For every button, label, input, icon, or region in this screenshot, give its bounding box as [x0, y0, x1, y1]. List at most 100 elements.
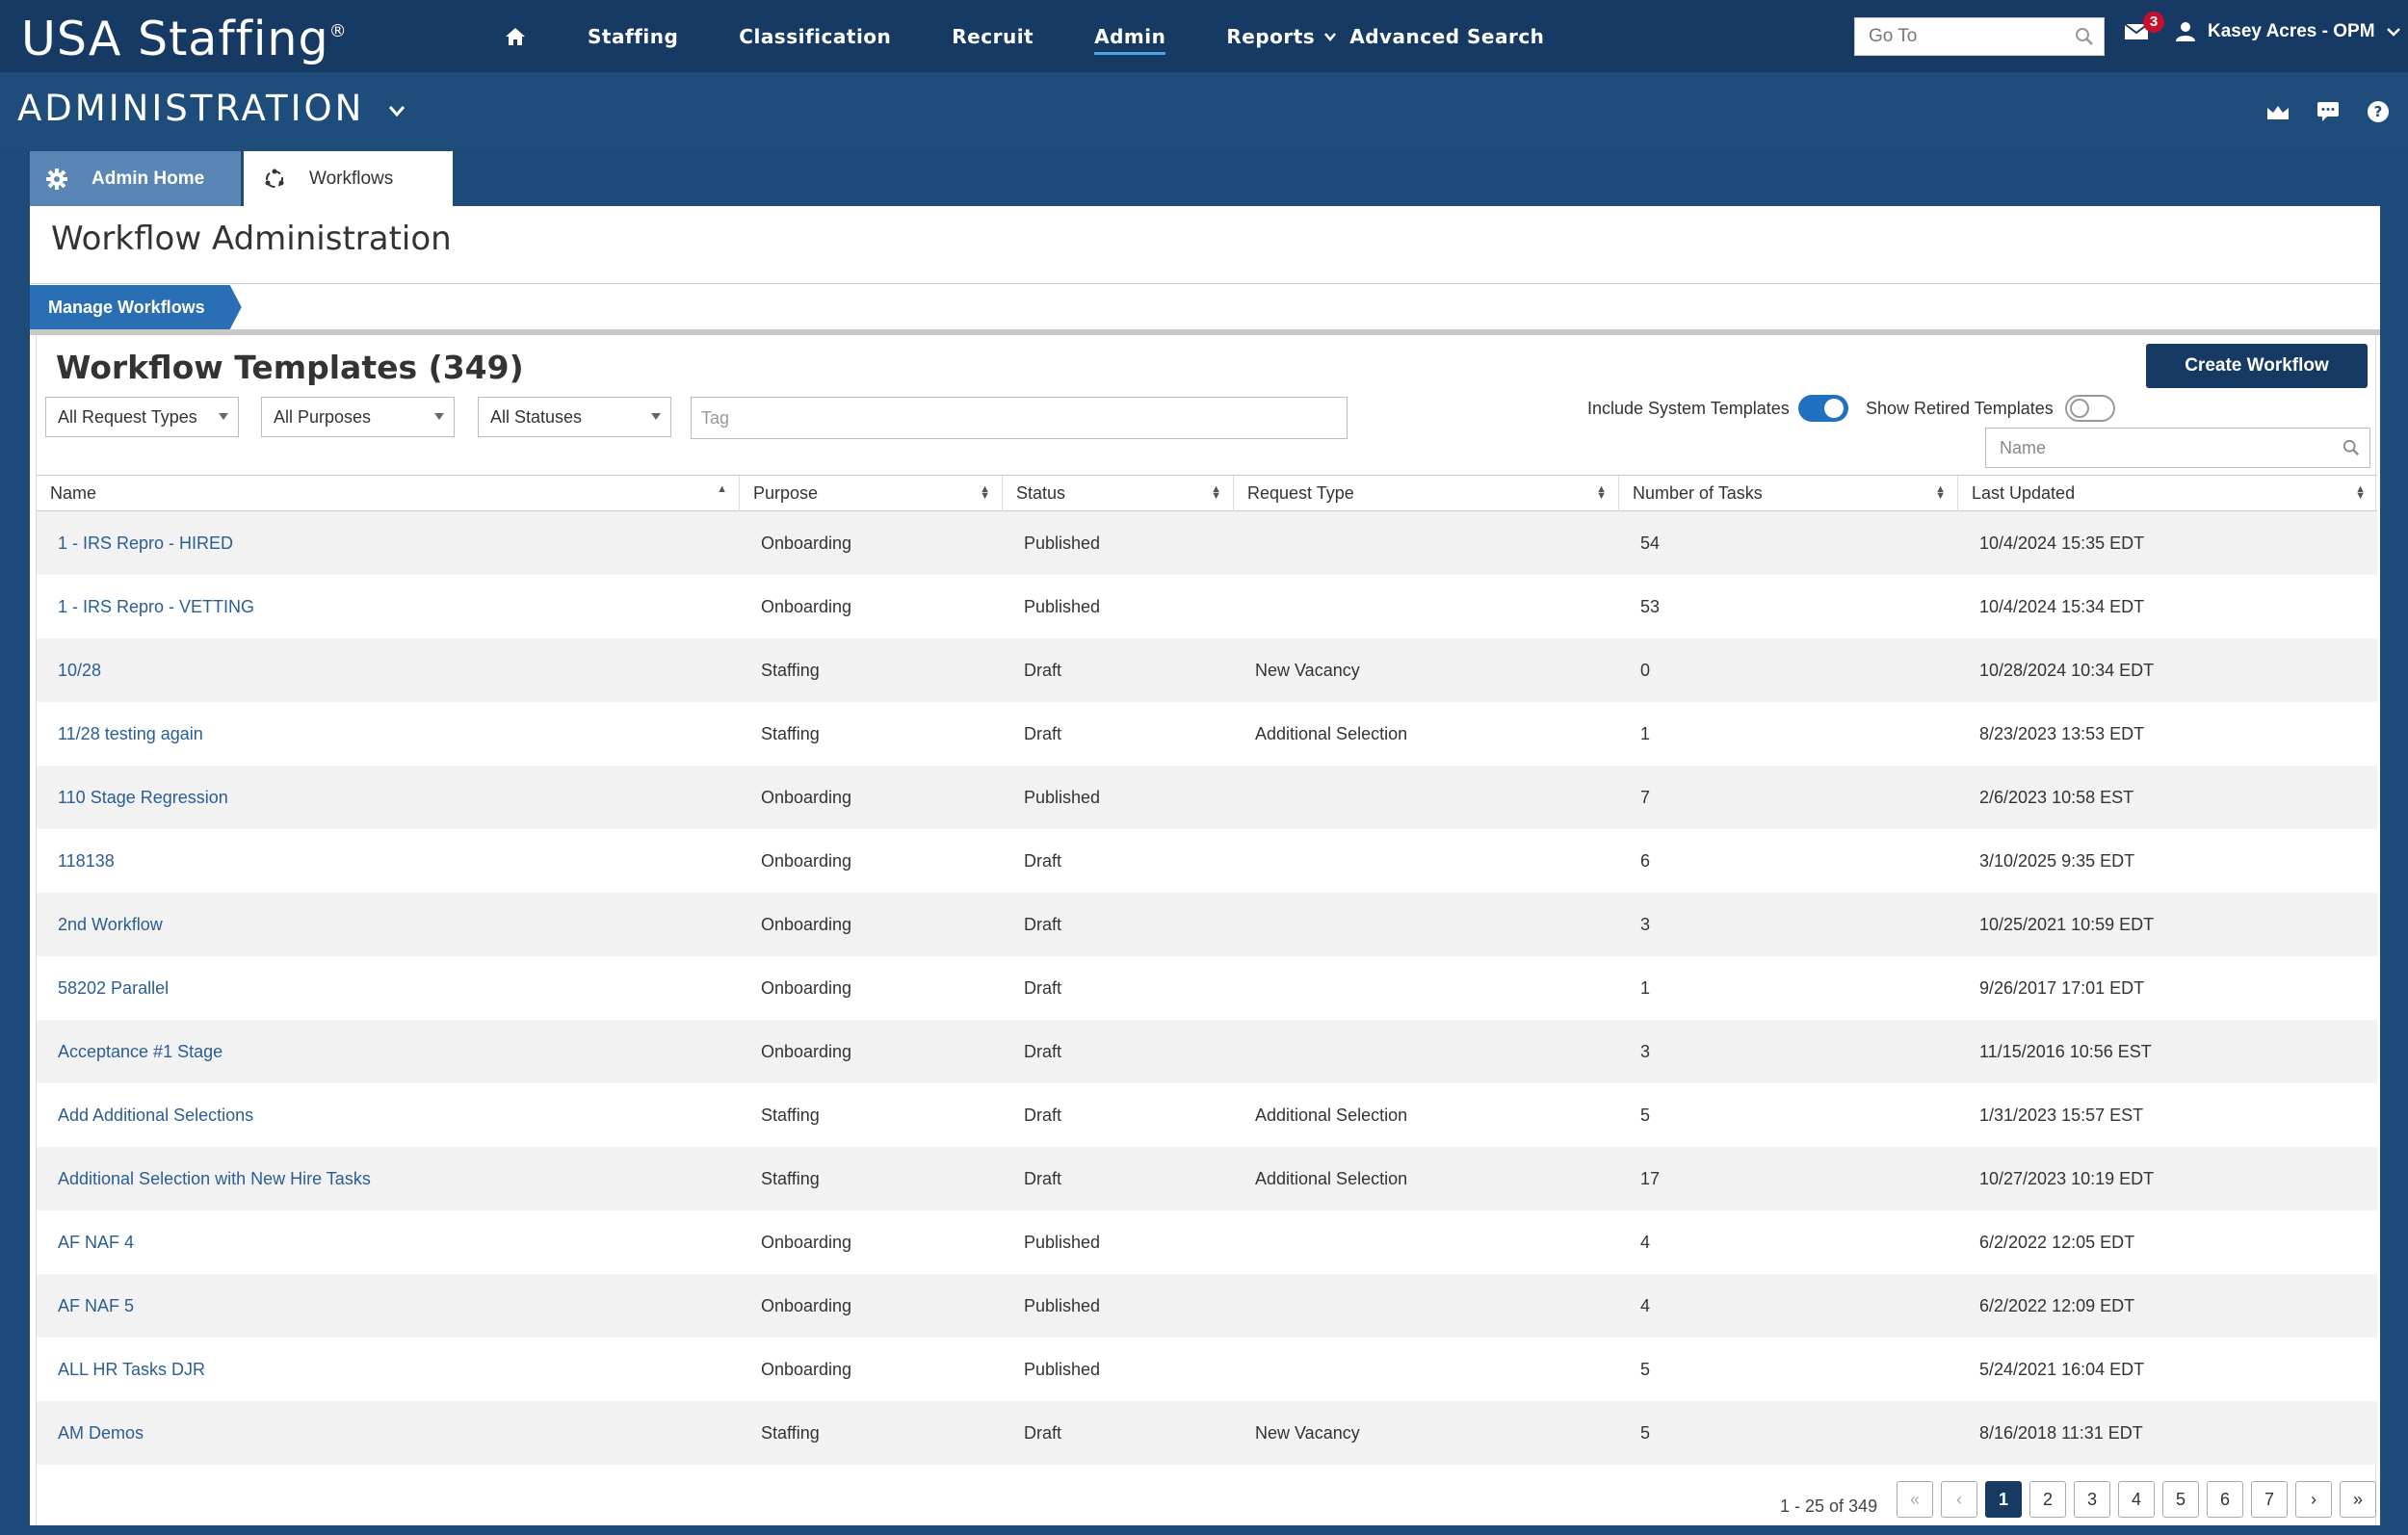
breadcrumb-manage-workflows[interactable]: Manage Workflows — [30, 285, 242, 329]
goto-search[interactable]: Go To — [1854, 17, 2105, 56]
workflow-name-link[interactable]: Acceptance #1 Stage — [58, 1041, 223, 1061]
nav-staffing[interactable]: Staffing — [588, 24, 679, 48]
table-row[interactable]: 1 - IRS Repro - VETTING Onboarding Publish… — [37, 575, 2377, 638]
table-row[interactable]: AF NAF 4 Onboarding Published 4 6/2/2022 12:… — [37, 1210, 2377, 1274]
page-button[interactable]: 2 — [2029, 1481, 2066, 1518]
status-select[interactable]: All Statuses — [478, 397, 671, 437]
tab-workflows[interactable]: Workflows — [244, 151, 453, 206]
column-header-number-of-tasks[interactable]: Number of Tasks ▲ ▼ — [1619, 476, 1958, 511]
status-cell: Draft — [1024, 850, 1062, 871]
show-retired-label: Show Retired Templates — [1866, 399, 2054, 418]
workflow-name-link[interactable]: 118138 — [58, 850, 115, 871]
page-button[interactable]: 4 — [2118, 1481, 2155, 1518]
purpose-cell: Staffing — [761, 660, 820, 680]
request-type-cell: Additional Selection — [1255, 1168, 1408, 1188]
last-updated-cell: 10/4/2024 15:34 EDT — [1979, 596, 2145, 616]
workflow-name-link[interactable]: 1 - IRS Repro - HIRED — [58, 533, 234, 553]
task-count-cell: 5 — [1640, 1105, 1651, 1125]
purpose-select[interactable]: All Purposes — [261, 397, 455, 437]
table-row[interactable]: 10/28 Staffing Draft New Vacancy 0 10/28/2024… — [37, 638, 2377, 702]
sort-icon: ▲ ▼ — [1935, 483, 1946, 502]
table-row[interactable]: 110 Stage Regression Onboarding Published 7… — [37, 766, 2377, 829]
name-filter-input[interactable] — [1985, 428, 2370, 468]
toggle-knob — [2070, 399, 2089, 418]
workflow-name-link[interactable]: AM Demos — [58, 1422, 144, 1443]
table-row[interactable]: 11/28 testing again Staffing Draft Addition… — [37, 702, 2377, 766]
workflow-name-link[interactable]: ALL HR Tasks DJR — [58, 1359, 206, 1379]
request-type-select[interactable]: All Request Types — [45, 397, 239, 437]
page-button[interactable]: 6 — [2207, 1481, 2243, 1518]
status-cell: Draft — [1024, 1422, 1062, 1443]
purpose-cell: Onboarding — [761, 1295, 852, 1315]
chevron-down-icon — [2386, 28, 2400, 37]
next-page-button[interactable]: › — [2295, 1481, 2332, 1518]
status-value: All Statuses — [490, 406, 583, 427]
table-row[interactable]: Add Additional Selections Staffing Draft Ad… — [37, 1083, 2377, 1147]
table-header: Name ▲ Purpose ▲ ▼ Status ▲ ▼ Request Type… — [37, 475, 2377, 511]
help-icon[interactable]: ? — [2366, 99, 2391, 124]
search-icon[interactable] — [2343, 439, 2360, 456]
workflow-name-link[interactable]: Add Additional Selections — [58, 1105, 254, 1125]
table-row[interactable]: 1 - IRS Repro - HIRED Onboarding Published… — [37, 511, 2377, 575]
status-cell: Published — [1024, 787, 1101, 807]
last-updated-cell: 6/2/2022 12:09 EDT — [1979, 1295, 2135, 1315]
column-header-request-type[interactable]: Request Type ▲ ▼ — [1234, 476, 1619, 511]
column-header-name[interactable]: Name ▲ — [37, 476, 740, 511]
column-header-purpose[interactable]: Purpose ▲ ▼ — [740, 476, 1003, 511]
search-icon[interactable] — [2075, 27, 2094, 46]
page-button[interactable]: 1 — [1985, 1481, 2022, 1518]
previous-page-button[interactable]: ‹ — [1941, 1481, 1977, 1518]
workflow-name-link[interactable]: 10/28 — [58, 660, 102, 680]
tag-input[interactable] — [691, 397, 1348, 439]
table-row[interactable]: ALL HR Tasks DJR Onboarding Published 5 5/24… — [37, 1338, 2377, 1401]
first-page-button[interactable]: « — [1897, 1481, 1933, 1518]
task-count-cell: 5 — [1640, 1359, 1651, 1379]
workflow-name-link[interactable]: AF NAF 5 — [58, 1295, 135, 1315]
workflow-name-link[interactable]: 58202 Parallel — [58, 977, 170, 998]
task-count-cell: 5 — [1640, 1422, 1651, 1443]
workflow-name-link[interactable]: AF NAF 4 — [58, 1232, 135, 1252]
page-button[interactable]: 3 — [2074, 1481, 2110, 1518]
task-count-cell: 17 — [1640, 1168, 1661, 1188]
dashboard-icon[interactable] — [2265, 99, 2290, 124]
purpose-value: All Purposes — [274, 406, 372, 427]
page-button[interactable]: 5 — [2162, 1481, 2199, 1518]
table-row[interactable]: AM Demos Staffing Draft New Vacancy 5 8/16/20… — [37, 1401, 2377, 1465]
column-header-label: Request Type — [1247, 483, 1354, 503]
column-header-label: Last Updated — [1972, 483, 2076, 503]
nav-reports[interactable]: Reports — [1226, 0, 1337, 72]
include-system-label: Include System Templates — [1587, 399, 1790, 418]
nav-admin[interactable]: Admin — [1094, 0, 1166, 72]
home-icon[interactable] — [501, 22, 530, 51]
nav-classification[interactable]: Classification — [739, 24, 892, 48]
table-row[interactable]: AF NAF 5 Onboarding Published 4 6/2/2022 12:… — [37, 1274, 2377, 1338]
table-row[interactable]: 118138 Onboarding Draft 6 3/10/2025 9:35 EDT — [37, 829, 2377, 893]
user-menu[interactable]: Kasey Acres - OPM — [2175, 21, 2400, 42]
show-retired-toggle[interactable] — [2065, 395, 2115, 422]
table-row[interactable]: 2nd Workflow Onboarding Draft 3 10/25/2021 1… — [37, 893, 2377, 956]
section-title[interactable]: ADMINISTRATION — [17, 88, 406, 129]
chat-icon[interactable] — [2316, 99, 2341, 124]
table-row[interactable]: Additional Selection with New Hire Tasks… — [37, 1147, 2377, 1210]
column-header-last-updated[interactable]: Last Updated ▲ ▼ — [1958, 476, 2377, 511]
workflow-name-link[interactable]: 11/28 testing again — [58, 723, 203, 743]
workflow-name-link[interactable]: 2nd Workflow — [58, 914, 163, 934]
column-header-status[interactable]: Status ▲ ▼ — [1003, 476, 1234, 511]
nav-advanced-search[interactable]: Advanced Search — [1349, 24, 1545, 48]
app-logo[interactable]: USA Staffing® — [21, 12, 348, 66]
tab-admin-home[interactable]: Admin Home — [30, 151, 241, 206]
last-updated-cell: 9/26/2017 17:01 EDT — [1979, 977, 2145, 998]
include-system-toggle[interactable] — [1798, 395, 1848, 422]
workflow-name-link[interactable]: 1 - IRS Repro - VETTING — [58, 596, 255, 616]
table-row[interactable]: Acceptance #1 Stage Onboarding Draft 3 11/15… — [37, 1020, 2377, 1083]
page-button[interactable]: 7 — [2251, 1481, 2288, 1518]
workflow-name-link[interactable]: 110 Stage Regression — [58, 787, 228, 807]
create-workflow-button[interactable]: Create Workflow — [2146, 344, 2368, 388]
admin-actions: ? — [2265, 99, 2391, 124]
nav-recruit[interactable]: Recruit — [952, 24, 1034, 48]
last-updated-cell: 1/31/2023 15:57 EST — [1979, 1105, 2144, 1125]
last-page-button[interactable]: » — [2340, 1481, 2376, 1518]
table-row[interactable]: 58202 Parallel Onboarding Draft 1 9/26/2017 … — [37, 956, 2377, 1020]
workflow-name-link[interactable]: Additional Selection with New Hire Tasks — [58, 1168, 371, 1188]
purpose-cell: Staffing — [761, 1105, 820, 1125]
